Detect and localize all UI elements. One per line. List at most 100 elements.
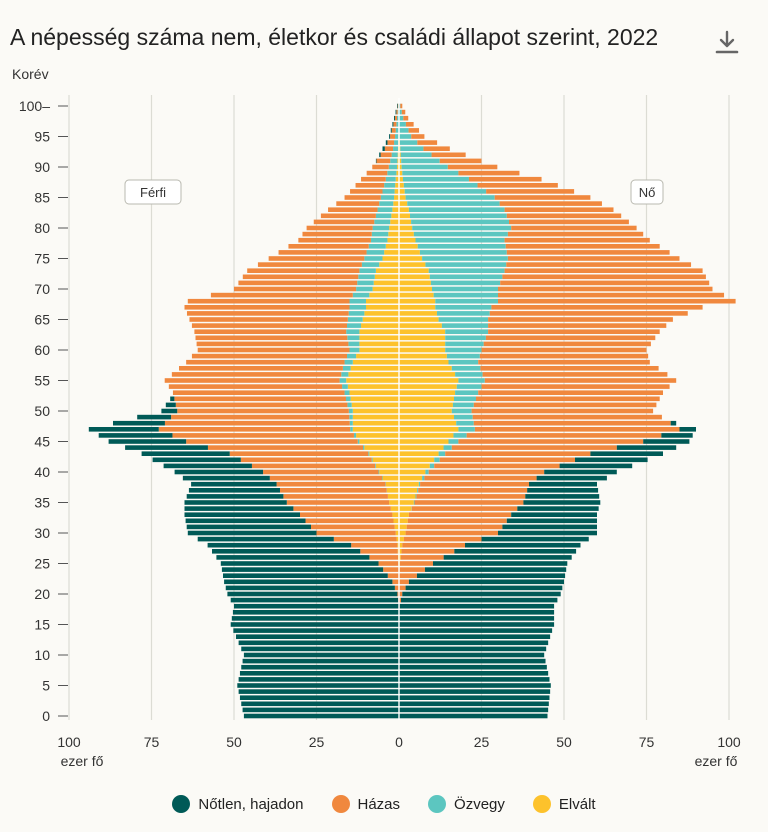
legend-item-divorced[interactable]: Elvált (532, 795, 596, 813)
bar-female-married (445, 451, 591, 456)
bar-male-divorced (386, 488, 399, 493)
bar-female-divorced (399, 542, 403, 548)
bar-male-married (355, 183, 385, 188)
bar-male-widowed (385, 176, 396, 182)
bar-male-married (196, 341, 349, 347)
bar-female-married (504, 237, 650, 243)
bar-female-widowed (451, 408, 472, 414)
bar-female-married (401, 109, 406, 115)
bar-male-married (302, 231, 372, 237)
bar-male-divorced (352, 420, 399, 426)
bar-female-married (408, 128, 420, 133)
bar-male-married (234, 286, 357, 292)
download-icon[interactable] (712, 28, 742, 58)
bar-male-divorced (372, 457, 399, 463)
bar-female-married (439, 158, 482, 164)
bar-male-single (184, 512, 300, 517)
bar-male-divorced (369, 292, 399, 298)
bar-male-widowed (357, 439, 360, 444)
bar-female-married (471, 408, 654, 414)
legend-item-widowed[interactable]: Özvegy (428, 795, 505, 813)
bar-male-widowed (358, 274, 375, 280)
bar-male-widowed (349, 305, 366, 310)
bar-male-single (223, 573, 388, 578)
bar-female-widowed (402, 170, 459, 176)
bar-male-married (172, 433, 354, 438)
bar-male-married (197, 347, 350, 353)
bar-female-divorced (399, 231, 414, 237)
bar-male-widowed (397, 115, 399, 121)
bar-male-widowed (347, 402, 352, 408)
bar-female-divorced (399, 463, 430, 469)
bar-female-divorced (399, 292, 434, 298)
bar-female-widowed (399, 128, 409, 133)
bar-female-married (447, 164, 498, 170)
legend-item-single[interactable]: Nőtlen, hajadon (172, 795, 304, 813)
bar-male-divorced (395, 176, 399, 182)
bar-male-married (172, 390, 345, 395)
bar-female-widowed (451, 366, 481, 371)
bar-female-married (506, 250, 670, 255)
bar-female-widowed (399, 134, 412, 139)
bar-female-widowed (429, 463, 435, 469)
bar-female-divorced (399, 457, 435, 463)
bar-male-widowed (397, 109, 399, 115)
bar-female-married (424, 475, 537, 481)
legend-swatch (172, 795, 191, 813)
bar-female-widowed (438, 317, 489, 322)
bar-male-widowed (378, 469, 380, 475)
bar-male-married (328, 207, 378, 212)
bar-male-divorced (366, 298, 399, 304)
bar-female-widowed (411, 219, 509, 225)
bar-male-single (395, 109, 397, 115)
bar-male-divorced (364, 445, 399, 450)
bar-female-divorced (399, 475, 423, 481)
bar-female-married (494, 195, 591, 200)
bar-male-widowed (356, 286, 373, 292)
bar-female-widowed (399, 109, 402, 115)
bar-male-widowed (361, 262, 380, 267)
bar-female-married (402, 542, 465, 548)
bar-male-single (243, 713, 399, 719)
bar-female-widowed (454, 414, 473, 420)
bar-female-single (616, 445, 677, 450)
bar-male-single (241, 701, 399, 707)
bar-female-divorced (399, 244, 418, 249)
bar-male-single (239, 671, 399, 676)
bar-female-single (424, 567, 567, 572)
bar-female-single (399, 713, 548, 719)
bar-male-widowed (375, 463, 376, 469)
bar-female-widowed (448, 359, 479, 365)
bar-male-married (372, 164, 389, 170)
bar-female-widowed (456, 420, 474, 426)
bar-female-divorced (399, 390, 456, 395)
bar-male-single (379, 152, 381, 158)
bar-male-widowed (339, 378, 347, 383)
bar-female-single (575, 457, 648, 463)
bar-female-single (399, 658, 546, 664)
bar-female-divorced (399, 518, 408, 524)
bar-male-divorced (375, 463, 399, 469)
bar-male-married (186, 311, 349, 316)
bar-female-divorced (399, 274, 430, 280)
bar-male-single (231, 616, 399, 621)
bar-female-widowed (405, 195, 495, 200)
bar-male-divorced (395, 530, 399, 536)
bar-male-married (189, 317, 348, 322)
bar-male-single (141, 451, 230, 456)
bar-male-married (298, 237, 371, 243)
y-tick-label: 100– (19, 98, 50, 114)
bar-male-married (300, 512, 393, 517)
bar-female-divorced (399, 280, 431, 286)
bar-female-single (465, 542, 581, 548)
bar-male-divorced (356, 433, 399, 438)
bar-female-divorced (399, 347, 446, 353)
legend-item-married[interactable]: Házas (331, 795, 400, 813)
bar-male-married (279, 488, 387, 493)
bar-male-widowed (377, 207, 393, 212)
bar-male-single (239, 695, 399, 700)
y-tick-label: 40 (34, 464, 50, 480)
bar-male-divorced (372, 286, 399, 292)
x-tick-label: 25 (309, 734, 325, 750)
bar-female-married (399, 567, 425, 572)
